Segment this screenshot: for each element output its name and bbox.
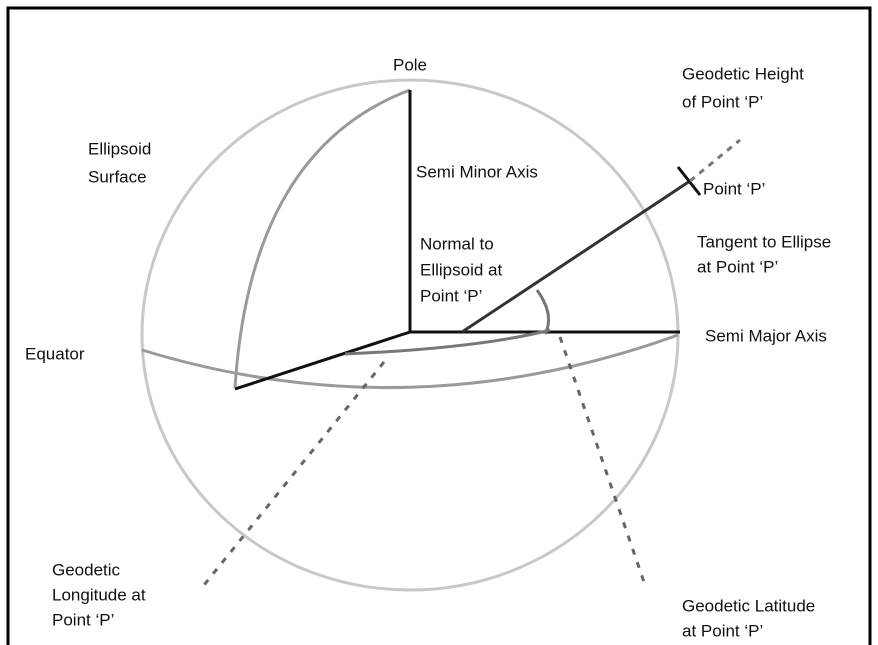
semi-minor-axis-label: Semi Minor Axis — [416, 162, 538, 181]
geodetic-height-label: Geodetic Height — [682, 64, 804, 83]
tangent-label: at Point ‘P’ — [697, 257, 778, 276]
geodetic-latitude-label: Geodetic Latitude — [682, 596, 815, 615]
height-dash — [689, 138, 741, 183]
ellipsoid-surface-label: Surface — [88, 167, 147, 186]
normal-label: Normal to — [420, 234, 494, 253]
geodetic-longitude-label: Point ‘P’ — [52, 610, 114, 629]
ellipsoid-surface-label: Ellipsoid — [88, 139, 151, 158]
point-p-label: Point ‘P’ — [703, 179, 765, 198]
meridian-arc — [233, 88, 411, 389]
geodetic-longitude-label: Geodetic — [52, 560, 121, 579]
normal-label: Ellipsoid at — [420, 260, 502, 279]
normal-line — [461, 179, 691, 334]
pole-label: Pole — [393, 55, 427, 74]
geodetic-latitude-label: at Point ‘P’ — [682, 621, 763, 640]
frame — [6, 6, 872, 645]
tangent-label: Tangent to Ellipse — [697, 232, 831, 251]
normal-label: Point ‘P’ — [420, 286, 482, 305]
geodetic-height-label: of Point ‘P’ — [682, 92, 763, 111]
point-p-tick — [676, 166, 702, 196]
longitude-line — [234, 330, 411, 391]
equator-label: Equator — [25, 344, 85, 363]
geodetic-longitude-label: Longitude at — [52, 585, 146, 604]
longitude-angle — [344, 328, 551, 356]
equator-arc — [141, 333, 679, 390]
latitude-dash — [558, 336, 647, 586]
semi-major-axis-label: Semi Major Axis — [705, 326, 827, 345]
